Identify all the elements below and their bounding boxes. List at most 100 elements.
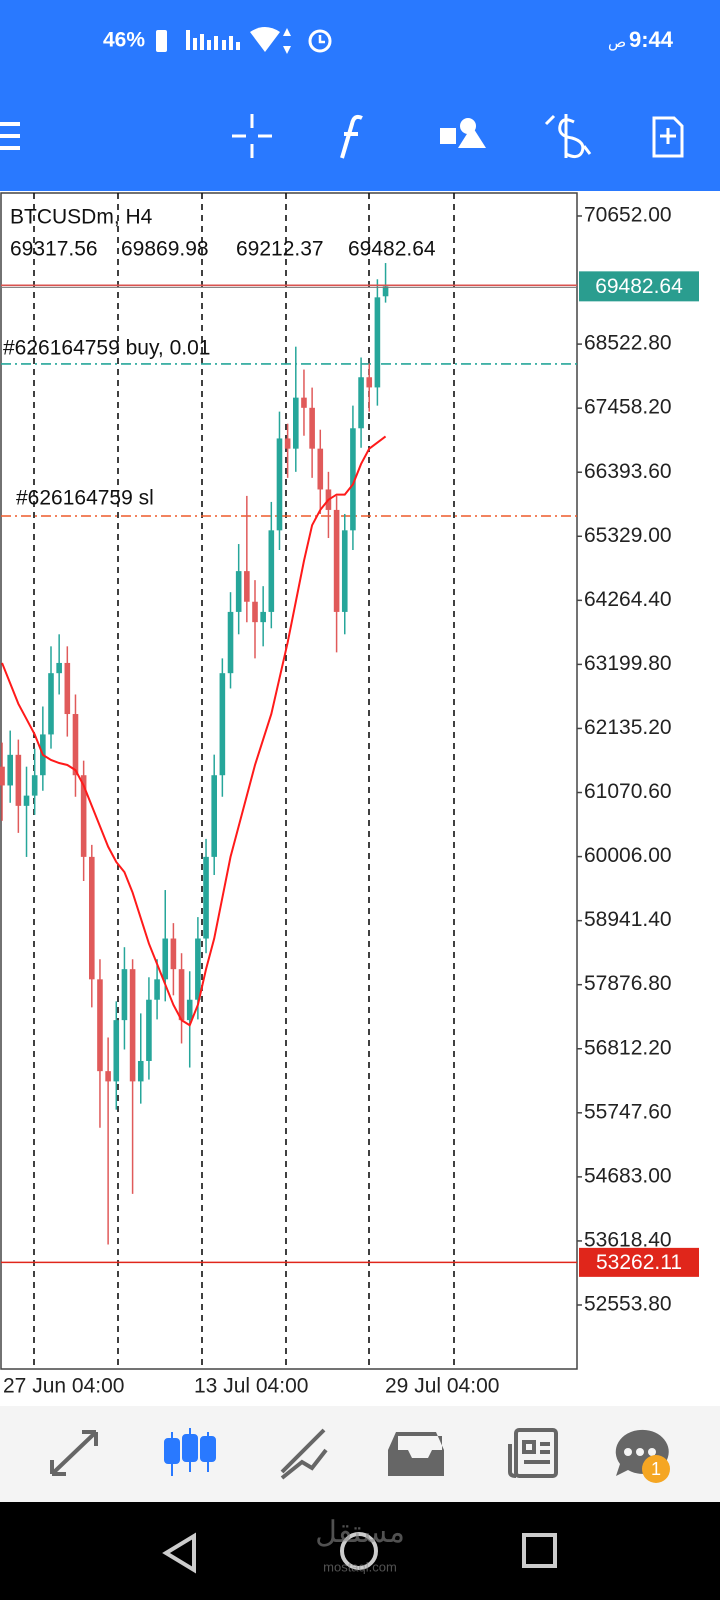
candle-body — [170, 938, 177, 970]
y-tick-label: 63199.80 — [584, 652, 672, 675]
candle-body — [366, 377, 373, 388]
candle-body — [23, 795, 30, 806]
crosshair-button[interactable] — [232, 114, 272, 158]
toolbar — [0, 114, 684, 159]
candle-body — [301, 397, 307, 408]
candle-body — [105, 1071, 111, 1082]
recents-button[interactable] — [522, 1533, 557, 1568]
menu-button[interactable] — [0, 122, 20, 150]
system-nav-buttons — [162, 1532, 557, 1574]
candle-body — [72, 714, 79, 776]
chat-badge-count: 1 — [651, 1459, 661, 1479]
news-tab[interactable] — [508, 1428, 558, 1478]
candle-body — [350, 428, 356, 531]
candle-body — [276, 438, 283, 531]
chart-title: BTCUSDm, H4 — [10, 206, 153, 229]
candle-body — [178, 969, 185, 1021]
new-order-button[interactable] — [652, 116, 684, 158]
candle-body — [252, 601, 258, 623]
moving-average — [1, 435, 387, 1027]
x-tick-label: 29 Jul 04:00 — [385, 1375, 499, 1398]
y-tick-label: 70652.00 — [584, 204, 672, 227]
candle-body — [146, 999, 152, 1061]
ohlc-low: 69212.37 — [236, 238, 324, 261]
y-tick-label: 57876.80 — [584, 972, 672, 995]
y-tick-label: 54683.00 — [584, 1164, 672, 1187]
candle-body — [56, 662, 62, 674]
back-button[interactable] — [162, 1532, 196, 1574]
candle-body — [0, 766, 5, 786]
candle-body — [374, 297, 381, 388]
y-tick-label: 58941.40 — [584, 908, 672, 931]
price-label-box — [579, 271, 699, 302]
candle-body — [235, 571, 242, 612]
candle-body — [7, 754, 13, 786]
battery-text: 46% — [103, 29, 145, 52]
chart-tab[interactable] — [164, 1428, 216, 1476]
history-tab[interactable] — [388, 1432, 444, 1476]
x-tick-label: 13 Jul 04:00 — [194, 1375, 308, 1398]
candle-body — [309, 407, 315, 449]
watermark-arabic: مستقل — [315, 1516, 405, 1549]
candle-body — [382, 286, 389, 297]
order-label: #626164759 sl — [16, 487, 154, 510]
candle-body — [333, 509, 340, 612]
bottom-nav-icons — [50, 1428, 669, 1480]
y-tick-label: 60006.00 — [584, 844, 672, 867]
trade-button[interactable] — [544, 114, 592, 159]
y-tick-label: 66393.60 — [584, 460, 672, 483]
candle-body — [203, 856, 209, 939]
candle-body — [15, 754, 22, 806]
candle-body — [186, 999, 193, 1021]
candle-body — [317, 448, 324, 490]
status-icons — [156, 27, 332, 54]
candle-body — [260, 611, 266, 623]
candle-body — [113, 1020, 120, 1082]
order-label: #626164759 buy, 0.01 — [3, 336, 210, 359]
time-grid — [33, 193, 455, 1369]
level-label-box — [579, 1247, 699, 1277]
y-tick-label: 68522.80 — [584, 332, 672, 355]
bottom-nav — [0, 1406, 720, 1502]
candle-body — [137, 1060, 144, 1082]
ohlc-high: 69869.98 — [121, 238, 209, 261]
watermark-latin: mostaql.com — [323, 1559, 397, 1574]
clock-text: 9:44 — [629, 27, 674, 52]
ohlc-close: 69482.64 — [348, 238, 436, 261]
y-tick-label: 56812.20 — [584, 1036, 672, 1059]
objects-button[interactable] — [440, 118, 486, 148]
candle-body — [293, 397, 299, 449]
candle-body — [48, 673, 54, 735]
candle-body — [89, 856, 95, 980]
candle-body — [195, 938, 201, 1000]
candle-body — [219, 673, 226, 776]
candle-body — [244, 571, 250, 602]
system-nav — [0, 1502, 720, 1600]
candle-body — [64, 662, 71, 715]
plot: #626164759 buy, 0.01 #626164759 sl — [0, 263, 577, 1264]
home-button[interactable] — [340, 1532, 378, 1570]
level-label: 53262.11 — [596, 1251, 682, 1274]
y-tick-label: 61070.60 — [584, 780, 672, 803]
candle-body — [341, 530, 348, 612]
candle-body — [129, 969, 136, 1082]
price-label: 69482.64 — [595, 275, 683, 298]
indicators-button[interactable] — [340, 114, 363, 159]
y-tick-label: 62135.20 — [584, 716, 672, 739]
header-bar — [0, 0, 720, 191]
candle-body — [227, 611, 234, 674]
quotes-tab[interactable] — [50, 1430, 98, 1476]
candle-body — [97, 979, 103, 1072]
y-tick-label: 55747.60 — [584, 1100, 672, 1123]
candle-body — [121, 969, 128, 1021]
y-tick-label: 52553.80 — [584, 1293, 672, 1316]
candle-body — [358, 377, 364, 429]
candle-body — [268, 530, 275, 612]
trade-tab[interactable] — [280, 1428, 328, 1480]
y-tick-label: 64264.40 — [584, 588, 672, 611]
candle-body — [162, 938, 169, 980]
candle-body — [31, 775, 38, 796]
ampm-text: ص — [608, 34, 626, 51]
ohlc-open: 69317.56 — [10, 238, 98, 261]
